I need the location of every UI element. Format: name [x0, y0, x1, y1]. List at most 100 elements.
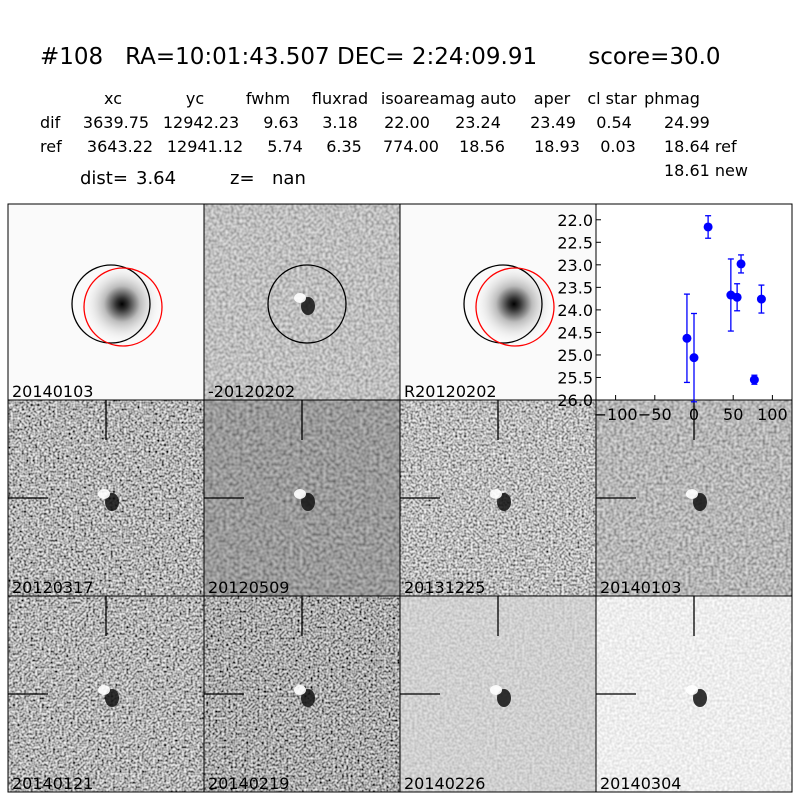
- data-point: [732, 292, 742, 302]
- x-tick-label: 50: [723, 405, 743, 424]
- panel-label: 20140121: [12, 774, 93, 793]
- y-tick-label: 23.0: [557, 256, 593, 275]
- column-header: aper: [534, 89, 571, 108]
- image-panel: 20140226: [400, 596, 596, 792]
- cell: 23.49: [530, 113, 576, 132]
- z-label: z=: [230, 168, 255, 189]
- cell: 3639.75: [83, 113, 149, 132]
- dark-blob: [105, 493, 119, 511]
- cell: 0.54: [596, 113, 632, 132]
- column-header: mag auto: [440, 89, 517, 108]
- bright-blob: [294, 489, 306, 499]
- cell: 24.99: [664, 113, 710, 132]
- x-tick-label: −100: [594, 405, 638, 424]
- y-tick-label: 23.5: [557, 278, 593, 297]
- dark-blob: [301, 689, 315, 707]
- light-curve: 22.0 22.5 23.0 23.5 24.0 24.5 25.0 25.5 26.0−100…: [557, 203, 793, 424]
- column-header: phmag: [644, 89, 700, 108]
- data-point: [756, 294, 766, 304]
- cell: 18.56: [459, 137, 505, 156]
- dark-blob: [497, 493, 511, 511]
- bright-blob: [686, 685, 698, 695]
- panel-label: 20140219: [208, 774, 289, 793]
- data-point: [689, 353, 699, 363]
- panel-label: 20140103: [600, 578, 681, 597]
- column-header: xc: [104, 89, 122, 108]
- black-circle: [71, 264, 151, 344]
- panel-label: -20120202: [208, 382, 295, 401]
- dark-blob: [301, 297, 315, 315]
- image-panel: -20120202: [204, 204, 400, 401]
- panel-label: 20140103: [12, 382, 93, 401]
- star: [82, 264, 162, 344]
- z-value: nan: [272, 168, 306, 189]
- cell: 9.63: [263, 113, 299, 132]
- column-header: cl star: [587, 89, 637, 108]
- row-label: dif: [40, 113, 61, 132]
- y-tick-label: 26.0: [557, 391, 593, 410]
- y-tick-label: 24.5: [557, 323, 593, 342]
- y-tick-label: 22.0: [557, 211, 593, 230]
- bright-blob: [490, 489, 502, 499]
- panel-label: 20140304: [600, 774, 681, 793]
- cell: 18.93: [534, 137, 580, 156]
- data-point: [682, 333, 692, 343]
- bright-blob: [294, 685, 306, 695]
- cell: 6.35: [326, 137, 362, 156]
- data-point: [703, 222, 713, 232]
- y-tick-label: 25.5: [557, 368, 593, 387]
- dark-blob: [497, 689, 511, 707]
- cell: 22.00: [384, 113, 430, 132]
- cell: 3.18: [322, 113, 358, 132]
- dark-blob: [301, 493, 315, 511]
- x-tick-label: −50: [638, 405, 672, 424]
- cell: 0.03: [600, 137, 636, 156]
- phmag-new: 18.61 new: [664, 161, 748, 180]
- red-circle: [475, 267, 555, 347]
- image-panel: 20140219: [204, 596, 400, 793]
- panels: 20140103 -20120202 R20120202 20120317 201205…: [7, 203, 793, 793]
- data-point: [736, 259, 746, 269]
- black-circle: [463, 264, 543, 344]
- cell: 18.64 ref: [664, 137, 737, 156]
- cell: 12942.23: [163, 113, 239, 132]
- image-panel: 20131225: [400, 400, 596, 596]
- dist-value: 3.64: [136, 168, 176, 189]
- y-tick-label: 24.0: [557, 301, 593, 320]
- row-label: ref: [40, 137, 62, 156]
- y-tick-label: 25.0: [557, 346, 593, 365]
- cell: 774.00: [383, 137, 439, 156]
- panel-border: [595, 595, 793, 793]
- panel-label: 20120317: [12, 578, 93, 597]
- column-header: fwhm: [246, 89, 290, 108]
- column-header: isoarea: [381, 89, 439, 108]
- cell: 5.74: [267, 137, 303, 156]
- image-panel: 20120509: [204, 400, 400, 596]
- cell: 3643.22: [87, 137, 153, 156]
- dist-label: dist=: [80, 168, 128, 189]
- black-circle: [267, 264, 347, 344]
- x-tick-label: 0: [689, 405, 699, 424]
- star: [474, 264, 554, 344]
- image-panel: 20140304: [596, 596, 792, 793]
- y-tick-label: 22.5: [557, 233, 593, 252]
- bright-blob: [294, 293, 306, 303]
- dark-blob: [105, 689, 119, 707]
- image-panel: 20140103: [596, 400, 792, 597]
- bright-blob: [490, 685, 502, 695]
- dark-blob: [693, 493, 707, 511]
- bright-blob: [686, 489, 698, 499]
- bright-blob: [98, 489, 110, 499]
- column-header: yc: [186, 89, 204, 108]
- dark-blob: [693, 689, 707, 707]
- column-header: fluxrad: [312, 89, 368, 108]
- image-panel: 20140103: [8, 204, 204, 401]
- cell: 12941.12: [167, 137, 243, 156]
- panel-label: R20120202: [404, 382, 497, 401]
- title: #108 RA=10:01:43.507 DEC= 2:24:09.91 sco…: [40, 44, 721, 70]
- cell: 23.24: [455, 113, 501, 132]
- red-circle: [83, 267, 163, 347]
- bright-blob: [98, 685, 110, 695]
- data-point: [749, 375, 759, 385]
